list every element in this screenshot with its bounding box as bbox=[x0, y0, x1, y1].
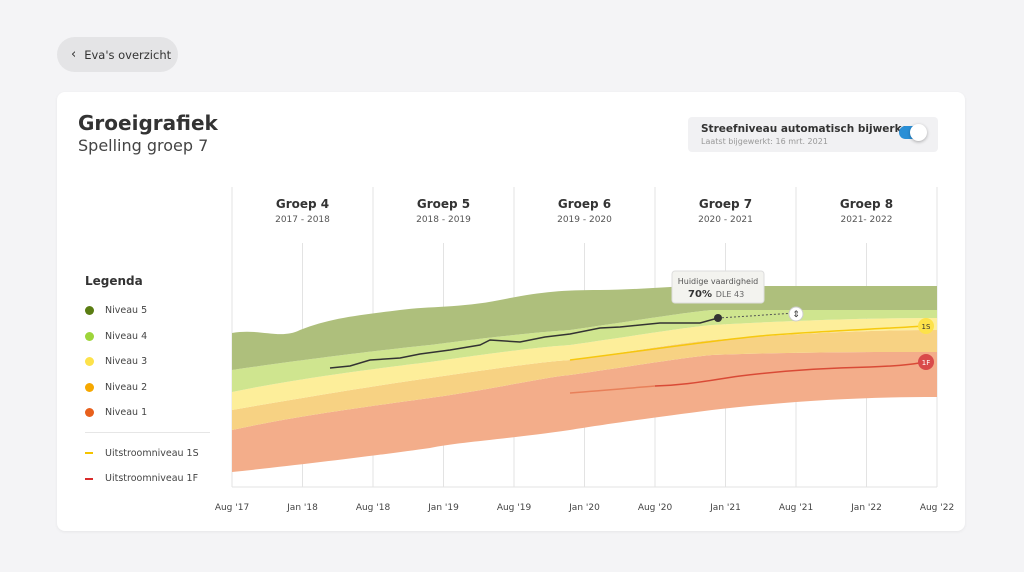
last-updated: Laatst bijgewerkt: 16 mrt. 2021 bbox=[701, 137, 828, 146]
x-tick-label: Aug '18 bbox=[356, 503, 391, 513]
x-tick-label: Jan '18 bbox=[286, 503, 318, 513]
marker-1f bbox=[918, 354, 934, 370]
group-years: 2019 - 2020 bbox=[557, 215, 612, 225]
legend-line-item: Uitstroomniveau 1F bbox=[85, 466, 210, 492]
legend-dot-icon bbox=[85, 408, 94, 418]
band-niveau-2 bbox=[232, 330, 937, 430]
legend-label: Niveau 5 bbox=[105, 305, 148, 317]
legend-item: Niveau 5 bbox=[85, 298, 210, 324]
legend-item: Niveau 3 bbox=[85, 349, 210, 375]
legend-label: Niveau 2 bbox=[105, 381, 148, 393]
auto-update-panel: Streefniveau automatisch bijwerken Laats… bbox=[688, 117, 938, 152]
uitstroom-1f-line bbox=[654, 361, 926, 387]
back-button[interactable]: ‹ Eva's overzicht bbox=[57, 37, 178, 72]
band-niveau-4 bbox=[232, 310, 937, 392]
legend-line-icon bbox=[85, 452, 93, 455]
legend-title: Legenda bbox=[85, 274, 143, 288]
uitstroom-1f-line-past bbox=[569, 385, 656, 394]
legend-item: Niveau 2 bbox=[85, 375, 210, 401]
legend-dot-icon bbox=[85, 357, 94, 367]
marker-1s bbox=[918, 318, 934, 334]
marker-1f-label: 1F bbox=[922, 359, 930, 367]
x-tick-label: Aug '17 bbox=[215, 503, 249, 513]
x-tick-label: Aug '22 bbox=[920, 503, 954, 513]
group-years: 2017 - 2018 bbox=[275, 215, 330, 225]
group-header: Groep 4 bbox=[276, 197, 329, 211]
band-niveau-5 bbox=[232, 285, 937, 370]
chevron-left-icon: ‹ bbox=[71, 47, 77, 62]
legend-label: Niveau 3 bbox=[105, 356, 148, 368]
current-skill-tooltip: Huidige vaardigheid 70% DLE 43 bbox=[671, 270, 765, 304]
group-header: Groep 7 bbox=[699, 197, 752, 211]
uitstroom-1s-line bbox=[569, 325, 926, 361]
x-tick-label: Aug '21 bbox=[779, 503, 813, 513]
legend-dot-icon bbox=[85, 306, 94, 316]
auto-update-label: Streefniveau automatisch bijwerken bbox=[701, 123, 916, 135]
up-down-icon: ⇕ bbox=[792, 310, 800, 320]
x-tick-label: Aug '20 bbox=[638, 503, 673, 513]
back-label: Eva's overzicht bbox=[84, 47, 172, 62]
legend-dot-icon bbox=[85, 382, 94, 392]
legend-label: Niveau 4 bbox=[105, 330, 148, 342]
legend-label: Uitstroomniveau 1F bbox=[105, 473, 199, 485]
tooltip-label: Huidige vaardigheid bbox=[678, 277, 759, 286]
group-years: 2018 - 2019 bbox=[416, 215, 471, 225]
legend-dot-icon bbox=[85, 331, 94, 341]
legend-label: Niveau 1 bbox=[105, 407, 148, 419]
band-niveau-3 bbox=[232, 318, 937, 410]
x-tick-label: Jan '20 bbox=[568, 503, 600, 513]
group-header: Groep 8 bbox=[840, 197, 893, 211]
tooltip-dle: DLE 43 bbox=[716, 290, 744, 299]
legend-line-item: Uitstroomniveau 1S bbox=[85, 441, 210, 467]
legend-item: Niveau 1 bbox=[85, 400, 210, 426]
group-header: Groep 6 bbox=[558, 197, 611, 211]
student-progress-line bbox=[329, 317, 719, 369]
x-tick-label: Jan '22 bbox=[850, 503, 882, 513]
page-subtitle: Spelling groep 7 bbox=[78, 136, 209, 155]
legend: Legenda Niveau 5 Niveau 4 Niveau 3 Niveau 2… bbox=[85, 274, 210, 492]
x-tick-label: Aug '19 bbox=[497, 503, 532, 513]
band-niveau-1 bbox=[232, 352, 937, 472]
auto-update-toggle[interactable] bbox=[899, 124, 927, 141]
group-header: Groep 5 bbox=[417, 197, 470, 211]
legend-line-icon bbox=[85, 477, 93, 480]
group-years: 2021- 2022 bbox=[841, 215, 893, 225]
marker-1s-label: 1S bbox=[922, 323, 931, 331]
current-skill-point bbox=[714, 314, 722, 322]
legend-item: Niveau 4 bbox=[85, 324, 210, 350]
target-adjust-handle[interactable] bbox=[788, 306, 804, 322]
x-tick-label: Jan '19 bbox=[427, 503, 459, 513]
group-years: 2020 - 2021 bbox=[698, 215, 753, 225]
legend-label: Uitstroomniveau 1S bbox=[105, 447, 199, 459]
x-tick-label: Jan '21 bbox=[709, 503, 741, 513]
projection-line bbox=[717, 312, 797, 319]
page-title: Groeigrafiek bbox=[78, 111, 218, 135]
tooltip-percent: 70% bbox=[688, 289, 712, 300]
